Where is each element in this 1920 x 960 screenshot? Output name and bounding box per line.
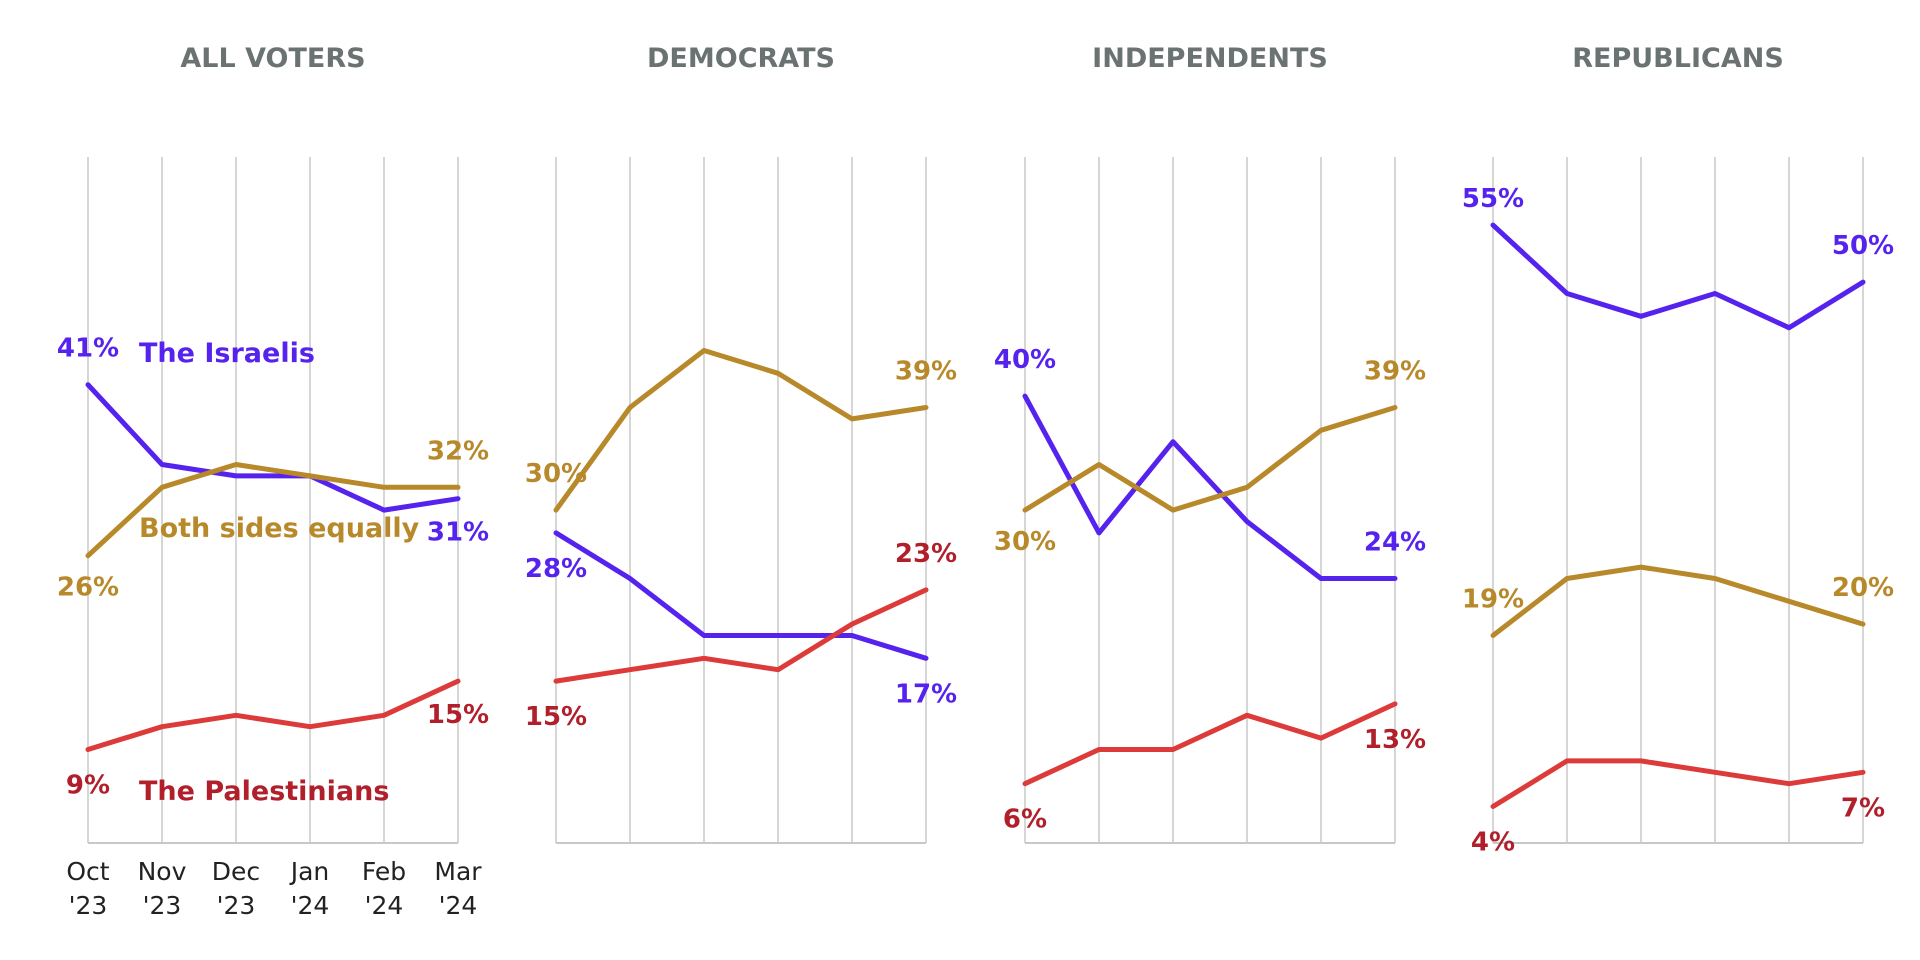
- series-line-palestinians: [1022, 701, 1398, 787]
- series-name-israelis: The Israelis: [139, 338, 315, 369]
- data-label-both: 19%: [1462, 585, 1524, 615]
- data-label-israelis: 24%: [1364, 528, 1426, 558]
- series-line-palestinians: [85, 678, 461, 752]
- x-tick-year: '24: [439, 891, 478, 920]
- x-tick-month: Dec: [212, 857, 260, 886]
- data-label-both: 20%: [1832, 573, 1894, 603]
- data-label-israelis: 28%: [525, 554, 587, 584]
- data-label-palestinians: 13%: [1364, 725, 1426, 755]
- x-tick-month: Nov: [138, 857, 187, 886]
- series-line-israelis: [1022, 393, 1398, 581]
- series-line-israelis: [1490, 222, 1866, 331]
- x-tick-year: '23: [69, 891, 108, 920]
- data-label-palestinians: 7%: [1841, 793, 1885, 823]
- series-line-both: [553, 348, 929, 513]
- series-line-palestinians: [553, 587, 929, 684]
- data-label-both: 39%: [895, 357, 957, 387]
- series-line-both: [1022, 405, 1398, 513]
- x-tick-year: '23: [217, 891, 256, 920]
- x-tick-month: Feb: [362, 857, 406, 886]
- data-label-palestinians: 9%: [66, 771, 110, 801]
- data-label-both: 30%: [525, 459, 587, 489]
- series-line-both: [85, 462, 461, 559]
- x-tick-year: '23: [143, 891, 182, 920]
- panel-title: INDEPENDENTS: [1092, 43, 1328, 74]
- data-label-palestinians: 15%: [525, 702, 587, 732]
- data-label-both: 39%: [1364, 357, 1426, 387]
- series-line-both: [1490, 564, 1866, 638]
- x-tick-month: Jan: [289, 857, 330, 886]
- x-tick-year: '24: [365, 891, 404, 920]
- data-label-israelis: 31%: [427, 518, 489, 548]
- panel-title: REPUBLICANS: [1572, 43, 1784, 74]
- data-label-palestinians: 4%: [1471, 828, 1515, 858]
- data-label-israelis: 41%: [57, 334, 119, 364]
- x-tick-year: '24: [291, 891, 330, 920]
- series-name-both: Both sides equally: [139, 513, 420, 544]
- data-label-palestinians: 15%: [427, 700, 489, 730]
- data-label-both: 30%: [994, 527, 1056, 557]
- panel-title: ALL VOTERS: [180, 43, 365, 74]
- data-label-israelis: 55%: [1462, 184, 1524, 214]
- series-line-israelis: [553, 530, 929, 661]
- data-label-israelis: 50%: [1832, 231, 1894, 261]
- x-tick-month: Mar: [434, 857, 482, 886]
- data-label-israelis: 40%: [994, 345, 1056, 375]
- series-line-israelis: [85, 382, 461, 513]
- data-label-palestinians: 6%: [1003, 805, 1047, 835]
- series-line-palestinians: [1490, 758, 1866, 809]
- data-label-palestinians: 23%: [895, 539, 957, 569]
- panel-title: DEMOCRATS: [647, 43, 835, 74]
- series-name-palestinians: The Palestinians: [139, 776, 389, 807]
- data-label-both: 26%: [57, 573, 119, 603]
- data-label-both: 32%: [427, 436, 489, 466]
- x-tick-month: Oct: [66, 857, 109, 886]
- data-label-israelis: 17%: [895, 679, 957, 709]
